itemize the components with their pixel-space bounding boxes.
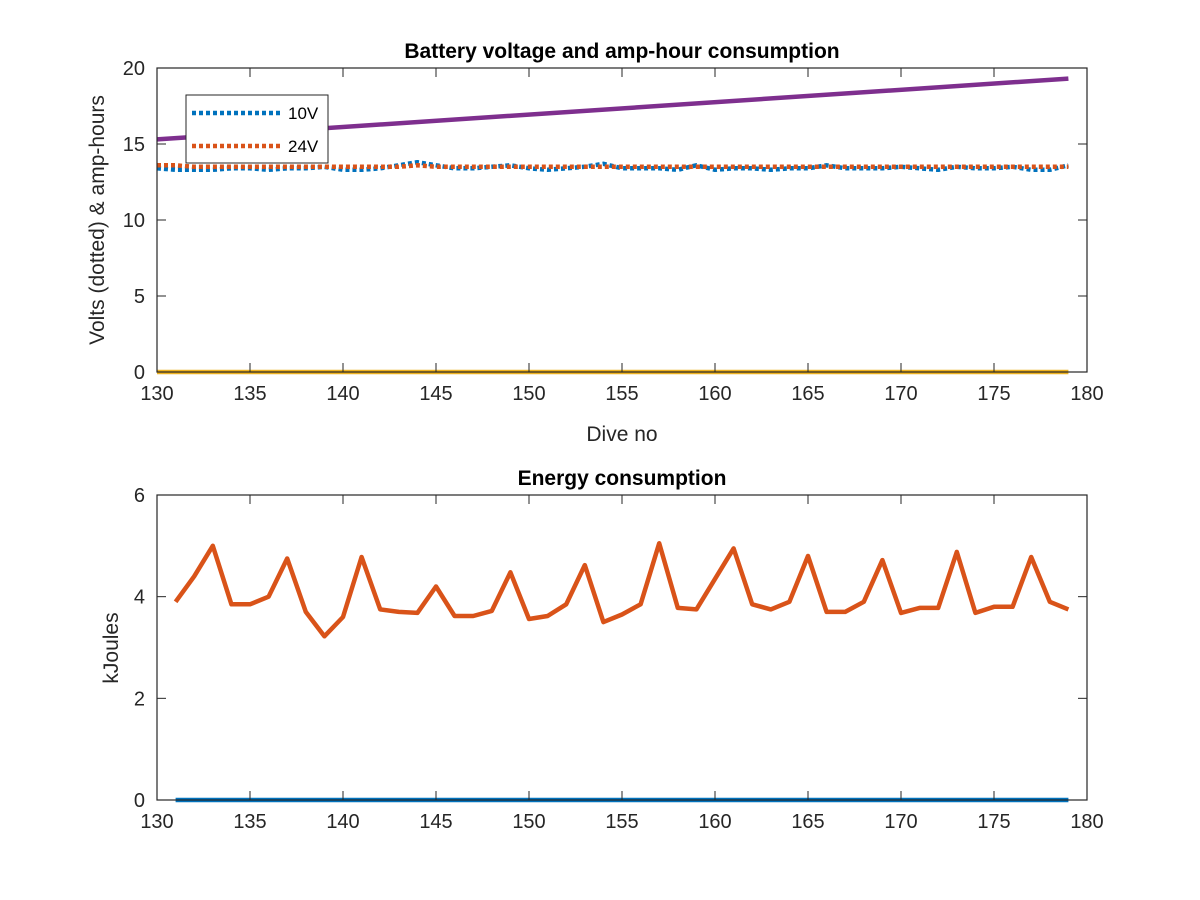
voltage-y-tick-label: 0: [134, 362, 145, 384]
energy-x-tick-label: 165: [791, 811, 824, 833]
legend-label-10v: 10V: [288, 104, 319, 123]
voltage-y-tick-label: 5: [134, 286, 145, 308]
voltage-x-tick-label: 130: [140, 383, 173, 405]
energy-y-tick-label: 2: [134, 688, 145, 710]
voltage-x-tick-label: 175: [977, 383, 1010, 405]
energy-series-energy-line: [173, 541, 1070, 639]
energy-y-tick-label: 4: [134, 587, 145, 609]
energy-y-tick-label: 6: [134, 485, 145, 507]
voltage-x-tick-label: 150: [512, 383, 545, 405]
legend-label-24v: 24V: [288, 137, 319, 156]
energy-x-tick-label: 175: [977, 811, 1010, 833]
voltage-y-tick-label: 20: [123, 58, 145, 80]
voltage-x-tick-label: 145: [419, 383, 452, 405]
energy-axes: 130 135 140 145 150 155 160 165 170 175 180 0 2 4 6 En…: [100, 467, 1104, 833]
voltage-y-tick-label: 10: [123, 210, 145, 232]
voltage-x-tick-label: 160: [698, 383, 731, 405]
voltage-legend: 10V 24V: [185, 94, 329, 164]
energy-x-tick-label: 135: [233, 811, 266, 833]
energy-chart-title: Energy consumption: [518, 467, 727, 490]
energy-x-tick-label: 140: [326, 811, 359, 833]
energy-x-tick-label: 145: [419, 811, 452, 833]
energy-x-tick-label: 155: [605, 811, 638, 833]
voltage-y-tick-label: 15: [123, 134, 145, 156]
voltage-ticks-group: 130 135 140 145 150 155 160 165 170 175 180 0 5 10 15 2…: [123, 58, 1104, 405]
energy-x-tick-label: 160: [698, 811, 731, 833]
energy-y-tick-label: 0: [134, 790, 145, 812]
energy-x-tick-label: 150: [512, 811, 545, 833]
voltage-axes: 130 135 140 145 150 155 160 165 170 175 180 0 5 10 15 2…: [86, 40, 1104, 446]
energy-y-axis-label: kJoules: [100, 612, 123, 683]
voltage-x-tick-label: 135: [233, 383, 266, 405]
energy-x-tick-label: 130: [140, 811, 173, 833]
energy-axes-background: [157, 495, 1087, 800]
energy-ticks-group: 130 135 140 145 150 155 160 165 170 175 180 0 2 4 6: [134, 485, 1104, 833]
voltage-x-tick-label: 140: [326, 383, 359, 405]
legend-box: [185, 94, 329, 164]
voltage-x-tick-label: 170: [884, 383, 917, 405]
voltage-x-tick-label: 155: [605, 383, 638, 405]
energy-x-tick-label: 180: [1070, 811, 1103, 833]
voltage-series-24v-line: [157, 163, 1069, 170]
voltage-x-tick-label: 180: [1070, 383, 1103, 405]
voltage-x-tick-label: 165: [791, 383, 824, 405]
voltage-chart-title: Battery voltage and amp-hour consumption: [404, 40, 839, 63]
energy-x-tick-label: 170: [884, 811, 917, 833]
voltage-x-axis-label: Dive no: [586, 423, 657, 446]
voltage-y-axis-label: Volts (dotted) & amp-hours: [86, 95, 109, 345]
